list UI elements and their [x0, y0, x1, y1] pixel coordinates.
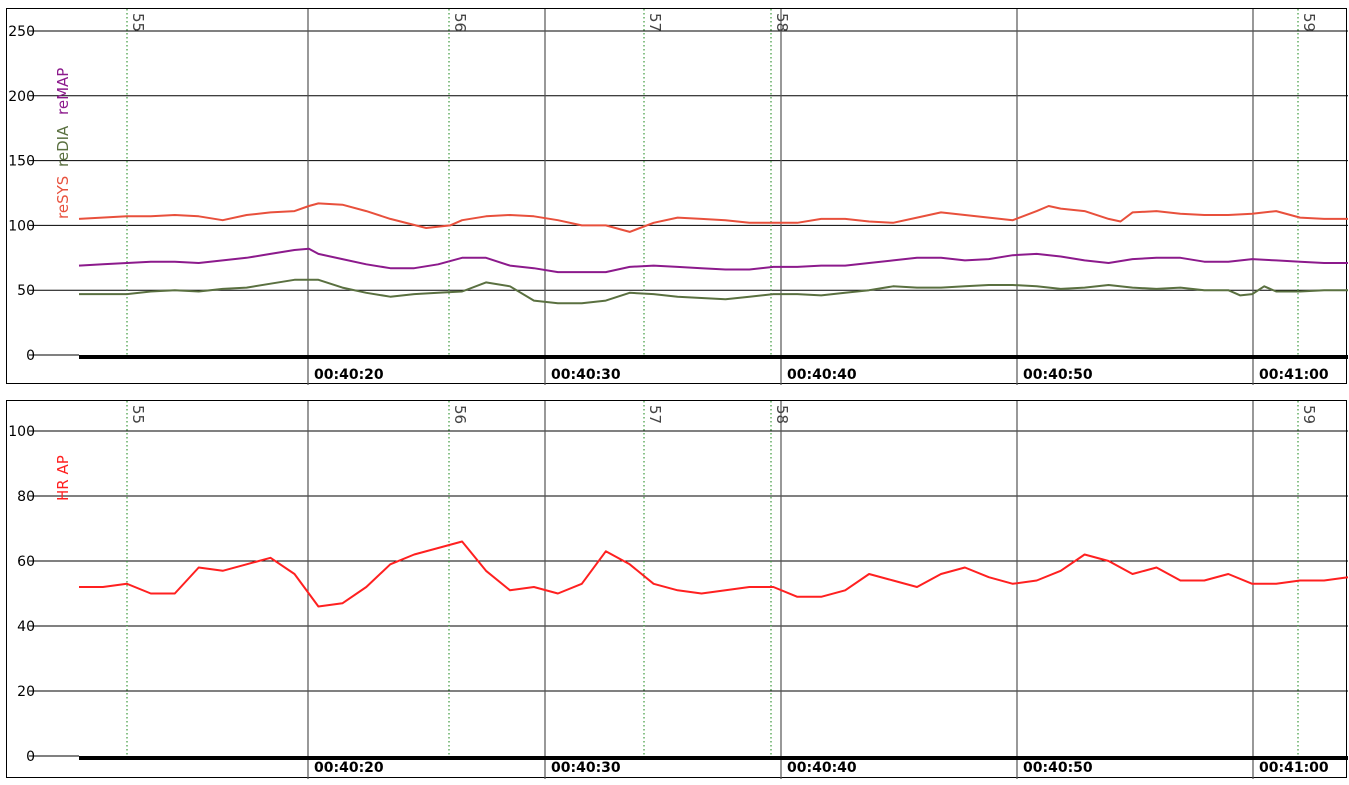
event-marker-label: 55: [129, 13, 147, 32]
y-tick-label: 40: [17, 619, 35, 635]
event-marker-label: 59: [1300, 405, 1318, 424]
event-marker-label: 57: [646, 13, 664, 32]
y-tick-label: 50: [17, 283, 35, 299]
series-name-label: reMAP: [54, 68, 72, 115]
y-tick-label: 100: [8, 218, 35, 234]
vitals-pressure-chart: 0 50 100 150 200 250 00:40:20 00:40:30 00:40:40 0…: [6, 8, 1348, 385]
time-tick-label: 00:40:30: [551, 367, 621, 383]
series-name-label: reDIA: [54, 125, 72, 167]
time-tick-label: 00:41:00: [1259, 760, 1329, 776]
time-tick-label: 00:41:00: [1259, 367, 1329, 383]
pressure-chart-svg: 0 50 100 150 200 250 00:40:20 00:40:30 00:40:40 0…: [8, 9, 1348, 385]
event-marker-label: 58: [773, 405, 791, 424]
time-tick-label: 00:40:50: [1023, 760, 1093, 776]
event-marker-label: 55: [129, 405, 147, 424]
y-tick-label: 150: [8, 154, 35, 170]
time-tick-label: 00:40:40: [787, 760, 857, 776]
series-name-label: reSYS: [54, 176, 72, 219]
event-marker-label: 58: [773, 13, 791, 32]
series-line-hr-ap: [79, 540, 1349, 608]
series-line-redia: [79, 278, 1348, 305]
y-tick-label: 20: [17, 684, 35, 700]
y-tick-label: 80: [17, 489, 35, 505]
series-line-resys: [78, 202, 1348, 233]
series-name-label: HR AP: [54, 455, 72, 501]
event-marker-label: 59: [1300, 13, 1318, 32]
y-tick-label: 0: [26, 348, 35, 364]
y-tick-label: 0: [26, 749, 35, 765]
y-tick-label: 250: [8, 24, 35, 40]
y-tick-label: 100: [8, 424, 35, 440]
time-tick-label: 00:40:30: [551, 760, 621, 776]
event-marker-label: 56: [451, 13, 469, 32]
series-line-remap: [78, 247, 1348, 274]
vitals-heart-rate-chart: 0 20 40 60 80 100 00:40:20 00:40:30 00:40:40 00:4…: [6, 400, 1349, 779]
y-tick-label: 200: [8, 89, 35, 105]
y-tick-label: 60: [17, 554, 35, 570]
time-tick-label: 00:40:20: [314, 760, 384, 776]
event-marker-label: 56: [451, 405, 469, 424]
event-marker-label: 57: [646, 405, 664, 424]
time-tick-label: 00:40:50: [1023, 367, 1093, 383]
time-tick-label: 00:40:20: [314, 367, 384, 383]
heart-rate-chart-svg: 0 20 40 60 80 100 00:40:20 00:40:30 00:40:40 00:4…: [8, 401, 1349, 779]
time-tick-label: 00:40:40: [787, 367, 857, 383]
